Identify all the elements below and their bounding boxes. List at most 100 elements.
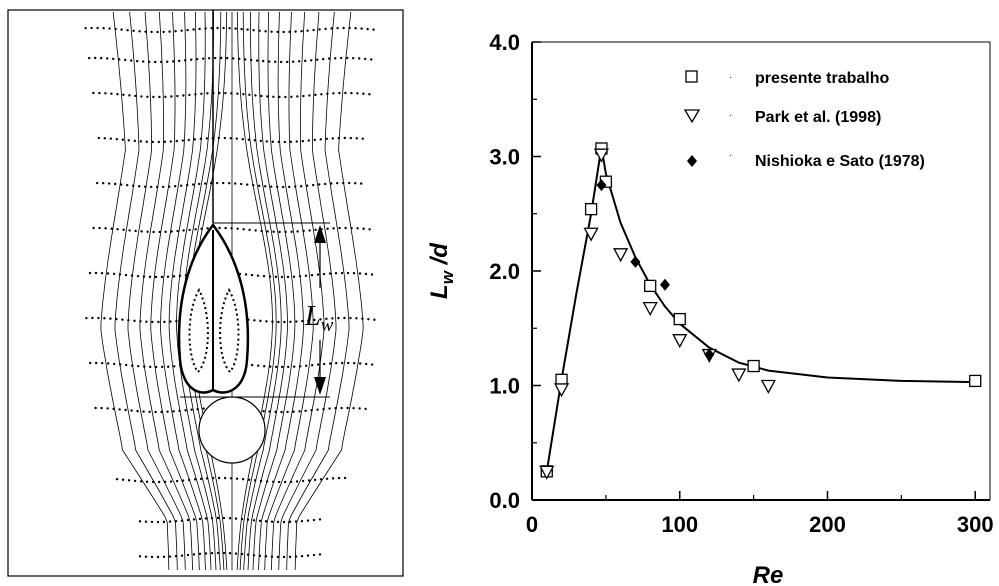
streamline-dot (280, 410, 283, 414)
streamline-dot (122, 93, 125, 96)
legend-label-park: Park et al. (1998) (755, 109, 881, 126)
streamline-dot (169, 320, 172, 323)
streamline-dot (136, 409, 139, 413)
streamline-dot (272, 230, 275, 233)
point-park (613, 248, 629, 263)
streamline-dot (350, 226, 353, 230)
streamline-dot (252, 183, 255, 187)
streamline-dot (133, 479, 137, 483)
streamline-dot (175, 319, 178, 323)
streamline-dot (216, 516, 220, 520)
streamline-dot (262, 59, 265, 63)
streamline-dot (278, 95, 281, 99)
streamline-dot (262, 274, 266, 278)
streamline-dot (312, 183, 315, 187)
point-nishioka (704, 348, 715, 361)
streamline-dot (163, 480, 167, 484)
streamline-dot (202, 57, 205, 60)
streamline-dot (283, 140, 286, 144)
streamline-dot (208, 57, 211, 60)
streamline-dot (146, 230, 149, 233)
streamline-dot (223, 476, 227, 480)
streamline-dot (270, 520, 274, 523)
streamline-dot (296, 95, 299, 98)
streamline-dot (282, 30, 285, 34)
streamline-dot (247, 138, 250, 141)
streamline-dot (156, 185, 159, 189)
streamline-dot (300, 519, 304, 523)
streamline-dot (108, 27, 111, 30)
streamline-dot (259, 319, 262, 323)
streamline-dot (104, 227, 107, 230)
streamline-dot (343, 136, 346, 140)
streamline-dot (106, 272, 110, 275)
streamline-dot (152, 95, 155, 99)
streamline-dot (224, 91, 227, 95)
streamline-dot (264, 30, 267, 33)
streamline-dot (340, 271, 344, 275)
legend-dash-presente-trabalho: · (729, 72, 732, 83)
streamline-dot (367, 317, 370, 321)
streamline-dot (305, 364, 308, 367)
streamline-dot (173, 365, 176, 368)
lw-label-main: L (304, 301, 321, 332)
streamline-dot (300, 29, 303, 33)
streamline-dot (352, 56, 355, 60)
streamline-dot (300, 185, 303, 188)
streamline-dot (84, 26, 87, 30)
streamline-dot (308, 229, 311, 232)
streamline-dot (198, 552, 202, 556)
streamline-dot (160, 410, 163, 414)
streamline-dot (319, 478, 323, 481)
streamline-dot (294, 185, 297, 188)
streamline-dot (307, 479, 311, 482)
streamline-dot (187, 138, 190, 142)
streamline (271, 11, 325, 571)
streamline-dot (241, 478, 245, 481)
streamline-dot (224, 226, 227, 230)
point-nishioka (596, 179, 607, 192)
streamline-dot (252, 519, 256, 522)
streamline-dot (150, 520, 154, 524)
x-tick-label: 200 (809, 512, 846, 537)
streamline-dot (119, 363, 122, 366)
streamline (127, 11, 186, 571)
streamline-dot (204, 517, 208, 520)
streamline-dot (307, 139, 310, 142)
legend: · presente trabalho · Park et al. (1998)… (683, 70, 925, 170)
streamline-dot (110, 92, 113, 95)
streamline-dot (373, 318, 376, 321)
point-nishioka (659, 278, 670, 291)
streamline-dot (347, 361, 350, 365)
streamline-dot (168, 555, 172, 558)
streamline-dot (337, 136, 340, 140)
streamline-dot (85, 316, 88, 320)
streamline-dot (174, 30, 177, 33)
streamline-dot (112, 407, 115, 411)
streamline-dot (265, 480, 269, 483)
streamline-dot (118, 273, 122, 276)
streamline-dot (175, 479, 179, 483)
streamline-dot (192, 518, 196, 521)
streamline-dot (140, 230, 143, 233)
streamline-dot (134, 229, 137, 233)
streamline-dot (143, 365, 146, 368)
streamline-dot (106, 57, 109, 60)
streamline-dot (310, 59, 313, 62)
streamline-dot (271, 480, 275, 483)
streamline-dot (218, 226, 221, 230)
flow-diagram-panel: Lw (7, 9, 404, 577)
streamline-dot (163, 140, 166, 144)
streamline-dot (306, 554, 310, 557)
streamline-dot (109, 317, 112, 320)
streamline-dot (269, 365, 272, 368)
streamline-dot (160, 275, 164, 279)
streamline-dot (204, 182, 207, 185)
streamline-dot (108, 182, 111, 185)
streamline-dot (118, 408, 121, 411)
streamline-dot (138, 30, 141, 33)
streamline-dot (288, 555, 292, 559)
lw-dimension: Lw (180, 222, 334, 398)
streamline-dot (133, 139, 136, 143)
streamline (100, 11, 170, 571)
